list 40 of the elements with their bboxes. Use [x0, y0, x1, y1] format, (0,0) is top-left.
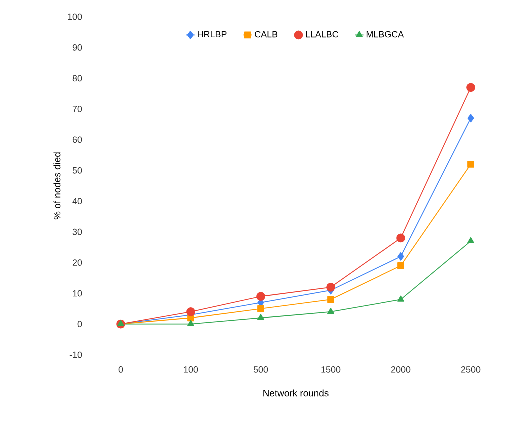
point: [186, 308, 196, 316]
y-tick-label: 50: [72, 167, 82, 174]
point: [468, 114, 474, 123]
x-tick-label: 0: [118, 366, 124, 373]
legend-label: LLALBC: [306, 31, 338, 38]
point: [256, 292, 266, 302]
y-tick-label: 20: [72, 260, 82, 266]
point: [396, 234, 406, 243]
point: [258, 314, 264, 320]
y-tick-label: 40: [72, 198, 82, 205]
point: [188, 320, 194, 326]
legend-label: HRLBP: [198, 31, 227, 38]
legend-label: CALB: [255, 31, 278, 38]
point: [398, 296, 404, 302]
y-tick-label: 100: [68, 14, 82, 20]
point: [398, 252, 404, 261]
y-tick-label: 60: [72, 136, 82, 144]
x-tick-label: 500: [254, 366, 268, 373]
y-tick-label: -10: [70, 352, 82, 358]
point: [326, 282, 336, 292]
x-tick-label: 2000: [391, 366, 411, 373]
y-tick-label: 10: [73, 290, 82, 297]
y-tick-label: 30: [72, 228, 82, 236]
point: [468, 237, 474, 244]
point: [468, 161, 474, 168]
point: [328, 308, 334, 314]
point: [466, 83, 476, 92]
point: [258, 305, 264, 312]
point: [398, 262, 404, 270]
x-tick-label: 1500: [322, 366, 341, 373]
x-axis-title: Network rounds: [264, 390, 329, 397]
x-tick-label: 2500: [461, 366, 481, 373]
y-axis-title: % of nodes died: [54, 152, 61, 220]
y-tick-label: 90: [72, 44, 82, 51]
y-tick-label: 80: [72, 75, 82, 82]
point: [328, 296, 334, 304]
x-tick-label: 100: [184, 366, 198, 373]
y-tick-label: 70: [72, 106, 82, 112]
y-tick-label: 0: [78, 321, 82, 328]
legend-label: MLBGCA: [366, 31, 404, 38]
